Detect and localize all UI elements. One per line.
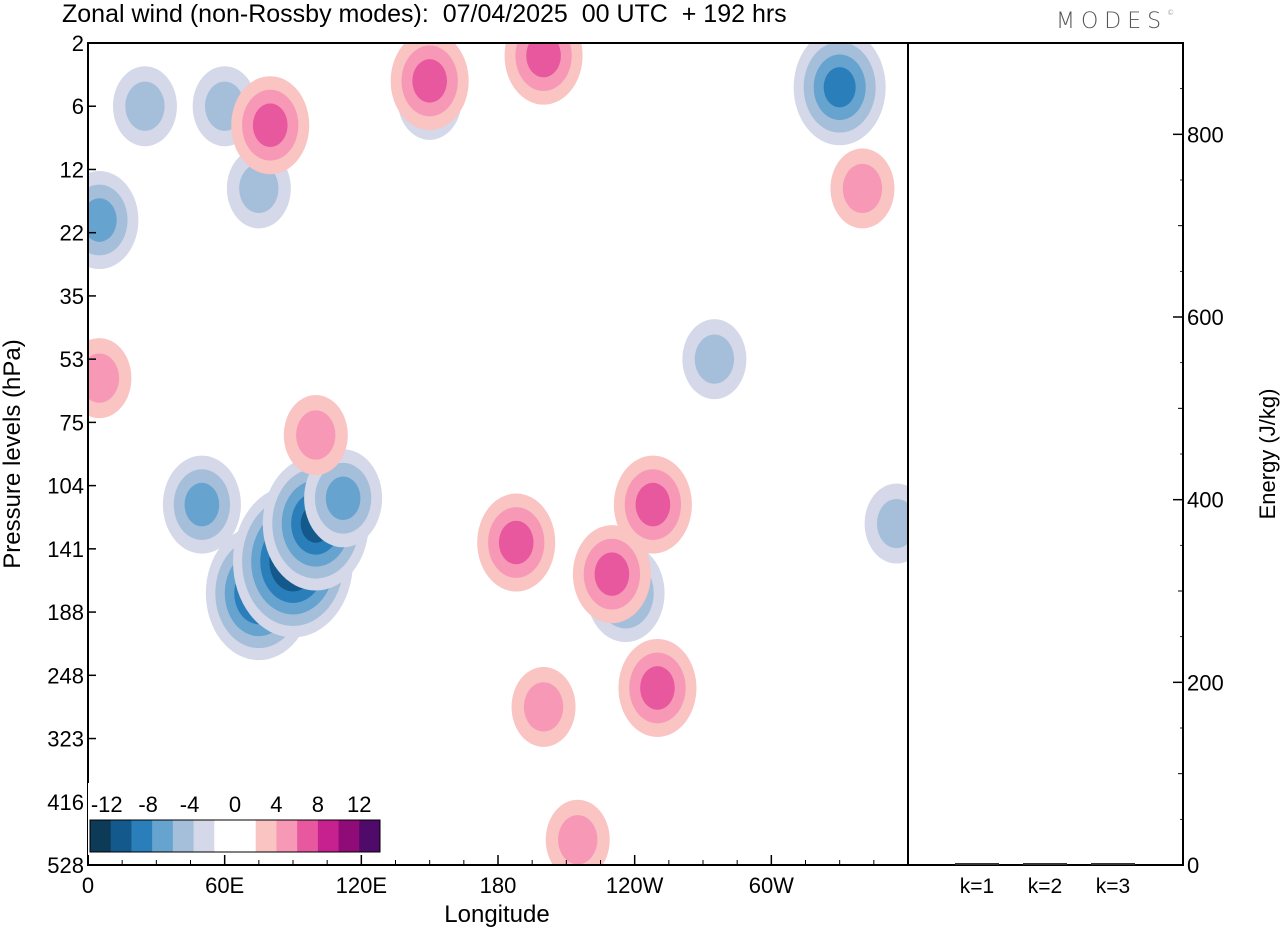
x-tick-label: 180	[480, 873, 517, 898]
colorbar-swatch	[276, 820, 298, 852]
y-tick-label: 75	[60, 410, 84, 435]
logo-text: MODES	[1056, 9, 1168, 34]
energy-plot-frame	[907, 42, 1184, 866]
colorbar-swatch	[131, 820, 153, 852]
colorbar-label: 12	[347, 792, 371, 817]
positive-wind-contour	[498, 520, 534, 565]
energy-bar	[1091, 863, 1135, 865]
y-tick-label: 141	[47, 537, 84, 562]
positive-wind-contour	[640, 666, 675, 710]
colorbar-frame	[89, 819, 381, 853]
energy-bar-label: k=1	[960, 875, 994, 898]
colorbar-swatch	[214, 820, 236, 852]
y-tick-label: 104	[47, 474, 84, 499]
y-tick-label: 22	[60, 221, 84, 246]
positive-wind-contour	[296, 410, 336, 460]
energy-bar-label: k=3	[1096, 875, 1130, 898]
energy-bars: k=1 k=2 k=3	[955, 863, 1135, 898]
positive-wind-contour	[842, 163, 883, 214]
negative-wind-contour	[823, 67, 856, 108]
y-tick-label: 53	[60, 347, 84, 372]
positive-wind-contour	[412, 59, 447, 103]
positive-wind-contour	[594, 552, 630, 596]
y-axis: 2 6 12 22 35 53 75 104 141 188 248 323 416 528	[47, 31, 96, 878]
y-tick-label: 323	[47, 727, 84, 752]
negative-wind-contour	[125, 81, 165, 131]
colorbar-swatch	[255, 820, 277, 852]
energy-tick-label: 200	[1187, 670, 1224, 695]
colorbar-label: 0	[229, 792, 241, 817]
negative-wind-contour	[694, 334, 735, 384]
energy-tick-label: 800	[1187, 122, 1224, 147]
positive-wind-contour	[526, 43, 561, 78]
y-tick-label: 2	[72, 31, 84, 56]
x-tick-label: 120W	[606, 873, 664, 898]
colorbar-swatch	[193, 820, 215, 852]
positive-wind-contour	[635, 482, 671, 527]
positive-wind-contour	[252, 103, 288, 147]
energy-axis-label: Energy (J/kg)	[1255, 389, 1280, 520]
y-tick-label: 188	[47, 600, 84, 625]
energy-bar	[955, 863, 999, 865]
energy-tick-label: 0	[1187, 853, 1199, 878]
colorbar-swatch	[152, 820, 174, 852]
negative-wind-contour	[184, 482, 220, 527]
x-tick-label: 60E	[205, 873, 244, 898]
y-tick-label: 528	[47, 853, 84, 878]
x-tick-label: 60W	[749, 873, 794, 898]
x-tick-label: 120E	[336, 873, 387, 898]
colorbar-swatch	[110, 820, 132, 852]
wind-field	[88, 43, 908, 865]
positive-wind-contour	[523, 682, 564, 732]
colorbar-label: -12	[91, 792, 123, 817]
y-tick-label: 248	[47, 663, 84, 688]
colorbar-label: -8	[138, 792, 158, 817]
negative-wind-contour	[239, 163, 279, 214]
energy-bar-label: k=2	[1028, 875, 1062, 898]
y-tick-label: 12	[60, 157, 84, 182]
x-axis-label: Longitude	[444, 901, 549, 928]
colorbar-swatch	[338, 820, 360, 852]
colorbar-swatch	[359, 820, 381, 852]
x-tick-label: 0	[82, 873, 94, 898]
colorbar-swatch	[235, 820, 257, 852]
y-tick-label: 416	[47, 790, 84, 815]
chart-title: Zonal wind (non-Rossby modes): 07/04/202…	[62, 0, 787, 28]
negative-wind-contour	[325, 476, 361, 521]
energy-axis: 0 200 400 600 800	[1173, 88, 1224, 878]
colorbar-swatch	[172, 820, 195, 852]
negative-wind-contour	[88, 198, 117, 242]
x-axis: 0 60E 120E 180 120W 60W	[82, 855, 875, 898]
colorbar-label: -4	[180, 792, 200, 817]
colorbar-swatch	[90, 820, 112, 852]
y-tick-label: 6	[72, 94, 84, 119]
colorbar-label: 4	[270, 792, 282, 817]
energy-tick-label: 400	[1187, 488, 1224, 513]
energy-tick-label: 600	[1187, 305, 1224, 330]
colorbar-swatch	[317, 820, 340, 852]
positive-wind-contour	[88, 353, 120, 403]
colorbar: -12 -8 -4 0 4 8 12	[88, 783, 382, 855]
negative-wind-contour	[876, 498, 908, 549]
colorbar-label: 8	[312, 792, 324, 817]
colorbar-swatch	[297, 820, 319, 852]
energy-bar	[1023, 863, 1067, 865]
y-axis-label: Pressure levels (hPa)	[0, 339, 26, 568]
y-tick-label: 35	[60, 284, 84, 309]
main-plot-frame	[87, 42, 909, 866]
modes-logo: MODES©	[1056, 9, 1174, 34]
copyright-mark: ©	[1167, 9, 1175, 17]
positive-wind-contour	[558, 815, 598, 865]
